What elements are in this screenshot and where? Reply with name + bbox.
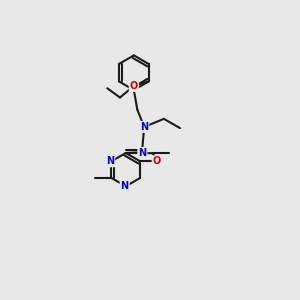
Text: N: N (140, 122, 148, 132)
Text: O: O (130, 81, 138, 91)
Text: N: N (121, 181, 129, 191)
Text: N: N (106, 156, 114, 166)
Text: N: N (138, 148, 146, 158)
Text: O: O (153, 156, 161, 166)
